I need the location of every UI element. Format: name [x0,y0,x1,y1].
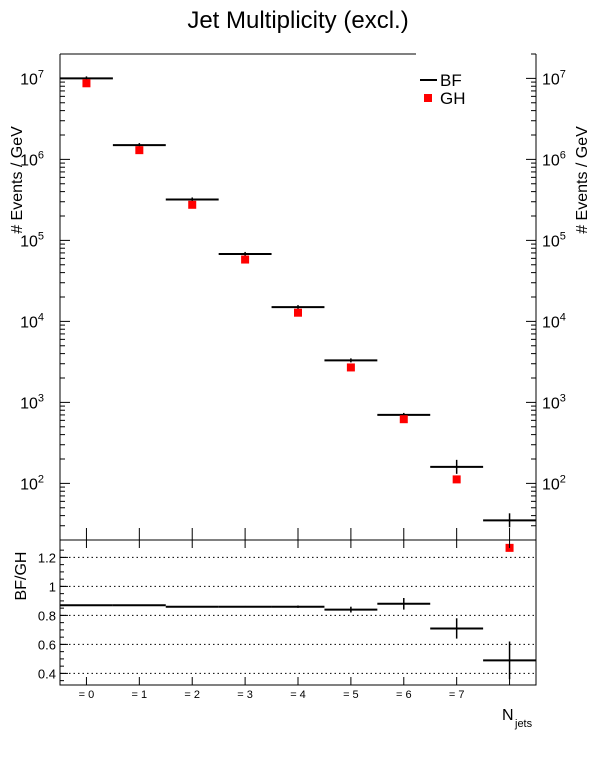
ratio-y-tick-label: 1.2 [38,550,56,565]
series-bf [60,76,536,528]
ratio-y-axis-label: BF/GH [13,552,30,601]
main-y-tick-label: 106 [20,149,44,169]
main-y-tick-label-right: 103 [542,392,566,412]
ratio-y-tick-label: 1 [49,579,56,594]
ratio-y-ticks: 0.4 0.6 0.8 1 1.2 [38,549,68,681]
main-y-tick-label: 102 [20,473,44,493]
series-gh [82,79,514,552]
gh-point [452,475,461,484]
ratio-x-tick-label: = 3 [237,689,253,701]
ratio-x-axis-label: N jets [502,707,533,730]
main-y-tick-label: 103 [20,392,44,412]
chart-title: Jet Multiplicity (excl.) [187,7,408,34]
gh-point [399,415,408,424]
main-y-tick-label-right: 107 [542,68,566,88]
main-y-tick-label-right: 104 [542,311,566,331]
ratio-x-ticks: = 0 = 1 = 2 = 3 = 4 = 5 = 6 = 7 [79,540,511,701]
main-y-tick-label: 107 [20,68,44,88]
gh-point [241,255,250,264]
main-y-axis-label-right: # Events / GeV [574,126,591,234]
main-y-tick-label-right: 106 [542,149,566,169]
ratio-y-tick-label: 0.6 [38,637,56,652]
ratio-x-tick-label: = 2 [184,689,200,701]
gh-point [82,79,91,88]
ratio-x-axis-label-sub: jets [514,718,533,730]
ratio-x-tick-label: = 5 [343,689,359,701]
main-y-tick-label-right: 102 [542,473,566,493]
legend-bf-label: BF [440,71,462,90]
ratio-x-tick-label: = 4 [290,689,306,701]
ratio-points [60,598,536,680]
gh-point [346,363,355,372]
ratio-x-tick-label: = 0 [79,689,95,701]
gh-point [188,200,197,209]
ratio-grid [60,556,536,674]
main-y-tick-label: 104 [20,311,44,331]
main-x-ticks [85,528,511,540]
ratio-x-tick-label: = 6 [396,689,412,701]
ratio-x-tick-label: = 1 [132,689,148,701]
gh-point [294,308,302,317]
ratio-x-axis-label-main: N [502,707,514,724]
main-y-tick-label: 105 [20,230,44,250]
ratio-y-tick-label: 0.4 [38,666,56,681]
main-y-tick-label-right: 105 [542,230,566,250]
main-y-ticks: 102 102 103 103 104 104 105 105 106 106 107 107 [20,53,566,541]
legend-gh-label: GH [440,89,466,108]
legend: BF GH [420,71,466,108]
ratio-x-tick-label: = 7 [449,689,465,701]
gh-point [135,146,144,155]
legend-gh-swatch [424,94,432,102]
main-y-axis-label: # Events / GeV [9,126,26,234]
ratio-frame [59,539,537,686]
ratio-y-tick-label: 0.8 [38,608,56,623]
